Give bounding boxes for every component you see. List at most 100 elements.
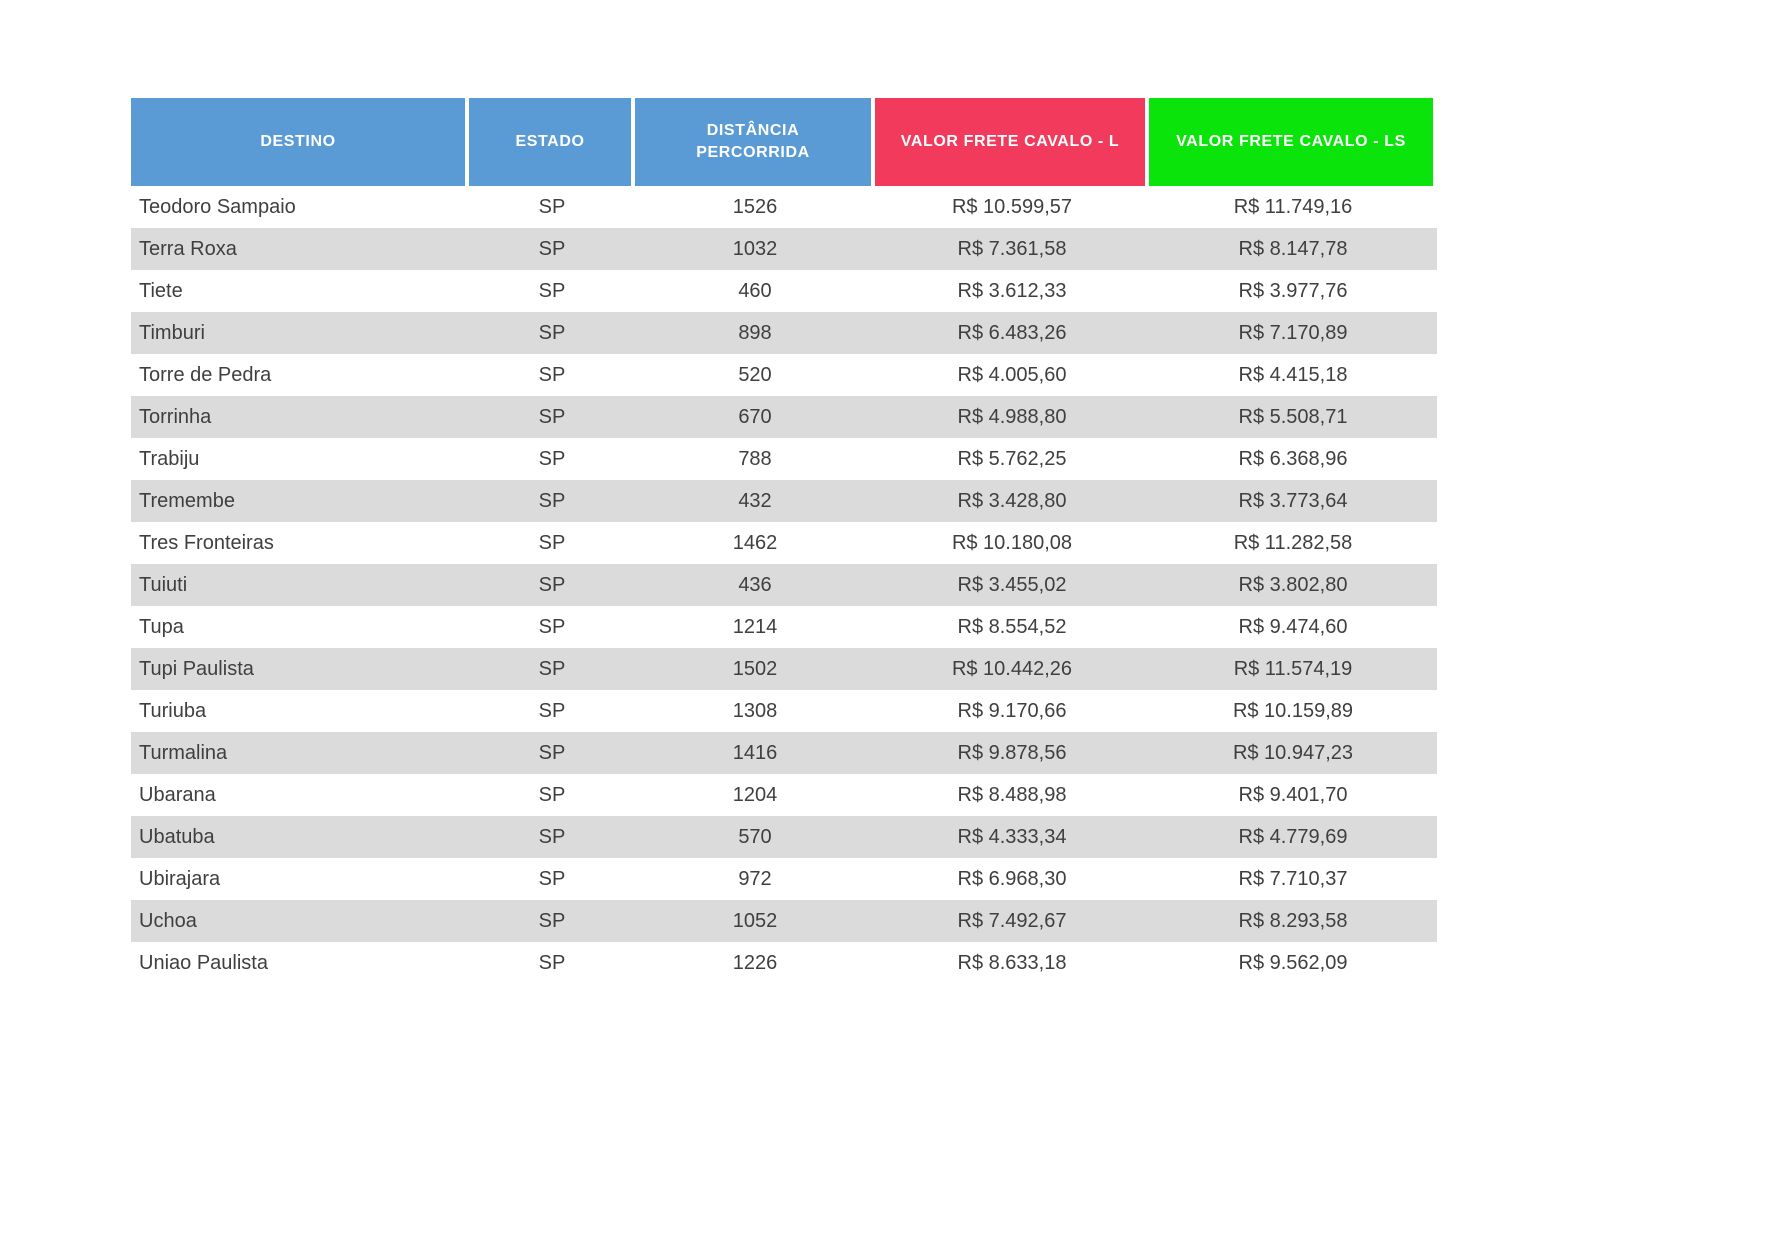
valor-frete-ls-cell: R$ 3.773,64 [1238,489,1348,512]
header-estado-label: ESTADO [515,133,585,151]
valor-frete-ls-cell: R$ 11.574,19 [1233,657,1353,680]
header-distancia-percorrida: DISTÂNCIA PERCORRIDA [635,98,871,186]
distancia-cell: 1502 [732,657,778,680]
valor-frete-ls-cell: R$ 5.508,71 [1238,405,1348,428]
distancia-cell: 1308 [732,699,778,722]
table-row: Tupa SP 1214 R$ 8.554,52 R$ 9.474,60 [131,606,1437,648]
table-row: Ubatuba SP 570 R$ 4.333,34 R$ 4.779,69 [131,816,1437,858]
table-row: Timburi SP 898 R$ 6.483,26 R$ 7.170,89 [131,312,1437,354]
valor-frete-ls-cell: R$ 3.802,80 [1238,573,1348,596]
valor-frete-l-cell: R$ 8.633,18 [957,951,1067,974]
header-destino-label: DESTINO [260,133,336,151]
valor-frete-l-cell: R$ 7.492,67 [957,909,1067,932]
distancia-cell: 1214 [732,615,778,638]
valor-frete-l-cell: R$ 10.599,57 [951,195,1073,218]
distancia-cell: 1052 [732,909,778,932]
destino-cell: Turmalina [139,741,228,764]
estado-cell: SP [538,363,566,386]
valor-frete-l-cell: R$ 9.878,56 [957,741,1067,764]
table-row: Teodoro Sampaio SP 1526 R$ 10.599,57 R$ … [131,186,1437,228]
estado-cell: SP [538,447,566,470]
destino-cell: Tupa [139,615,184,638]
table-row: Ubirajara SP 972 R$ 6.968,30 R$ 7.710,37 [131,858,1437,900]
distancia-cell: 1032 [732,237,778,260]
valor-frete-ls-cell: R$ 4.415,18 [1238,363,1348,386]
distancia-cell: 1204 [732,783,778,806]
destino-cell: Torre de Pedra [139,363,272,386]
destino-cell: Turiuba [139,699,207,722]
estado-cell: SP [538,909,566,932]
freight-table: DESTINO ESTADO DISTÂNCIA PERCORRIDA VALO… [131,98,1437,984]
distancia-cell: 1526 [732,195,778,218]
estado-cell: SP [538,951,566,974]
distancia-cell: 898 [738,321,772,344]
valor-frete-ls-cell: R$ 3.977,76 [1238,279,1348,302]
table-row: Uchoa SP 1052 R$ 7.492,67 R$ 8.293,58 [131,900,1437,942]
valor-frete-l-cell: R$ 4.005,60 [957,363,1067,386]
estado-cell: SP [538,573,566,596]
distancia-cell: 1416 [732,741,778,764]
estado-cell: SP [538,867,566,890]
destino-cell: Tres Fronteiras [139,531,274,554]
valor-frete-ls-cell: R$ 10.947,23 [1232,741,1354,764]
valor-frete-ls-cell: R$ 7.170,89 [1238,321,1348,344]
valor-frete-l-cell: R$ 4.333,34 [957,825,1067,848]
estado-cell: SP [538,615,566,638]
estado-cell: SP [538,783,566,806]
valor-frete-l-cell: R$ 5.762,25 [957,447,1067,470]
estado-cell: SP [538,279,566,302]
distancia-cell: 570 [738,825,772,848]
destino-cell: Timburi [139,321,205,344]
header-valor-frete-cavalo-l: VALOR FRETE CAVALO - L [875,98,1145,186]
table-row: Tres Fronteiras SP 1462 R$ 10.180,08 R$ … [131,522,1437,564]
estado-cell: SP [538,657,566,680]
table-row: Tremembe SP 432 R$ 3.428,80 R$ 3.773,64 [131,480,1437,522]
valor-frete-ls-cell: R$ 9.562,09 [1238,951,1348,974]
distancia-cell: 972 [738,867,772,890]
distancia-cell: 520 [738,363,772,386]
header-valor-l-label: VALOR FRETE CAVALO - L [900,133,1120,151]
table-row: Turmalina SP 1416 R$ 9.878,56 R$ 10.947,… [131,732,1437,774]
destino-cell: Tuiuti [139,573,188,596]
table-body: Teodoro Sampaio SP 1526 R$ 10.599,57 R$ … [131,186,1437,984]
destino-cell: Tupi Paulista [139,657,254,680]
distancia-cell: 670 [738,405,772,428]
destino-cell: Teodoro Sampaio [139,195,296,218]
destino-cell: Trabiju [139,447,200,470]
valor-frete-ls-cell: R$ 11.749,16 [1233,195,1353,218]
destino-cell: Ubirajara [139,867,221,890]
valor-frete-l-cell: R$ 6.968,30 [957,867,1067,890]
valor-frete-ls-cell: R$ 9.401,70 [1238,783,1348,806]
distancia-cell: 436 [738,573,772,596]
estado-cell: SP [538,405,566,428]
table-row: Tuiuti SP 436 R$ 3.455,02 R$ 3.802,80 [131,564,1437,606]
estado-cell: SP [538,699,566,722]
valor-frete-ls-cell: R$ 8.147,78 [1238,237,1348,260]
valor-frete-l-cell: R$ 8.554,52 [957,615,1067,638]
estado-cell: SP [538,825,566,848]
valor-frete-l-cell: R$ 3.455,02 [957,573,1067,596]
destino-cell: Tiete [139,279,183,302]
destino-cell: Ubatuba [139,825,215,848]
distancia-cell: 1462 [732,531,778,554]
destino-cell: Tremembe [139,489,235,512]
valor-frete-l-cell: R$ 4.988,80 [957,405,1067,428]
valor-frete-ls-cell: R$ 6.368,96 [1238,447,1348,470]
valor-frete-l-cell: R$ 6.483,26 [957,321,1067,344]
destino-cell: Torrinha [139,405,212,428]
valor-frete-l-cell: R$ 3.428,80 [957,489,1067,512]
table-row: Tupi Paulista SP 1502 R$ 10.442,26 R$ 11… [131,648,1437,690]
estado-cell: SP [538,237,566,260]
estado-cell: SP [538,741,566,764]
table-row: Torrinha SP 670 R$ 4.988,80 R$ 5.508,71 [131,396,1437,438]
valor-frete-l-cell: R$ 10.180,08 [951,531,1073,554]
table-row: Tiete SP 460 R$ 3.612,33 R$ 3.977,76 [131,270,1437,312]
estado-cell: SP [538,195,566,218]
valor-frete-ls-cell: R$ 7.710,37 [1238,867,1348,890]
table-row: Ubarana SP 1204 R$ 8.488,98 R$ 9.401,70 [131,774,1437,816]
valor-frete-ls-cell: R$ 11.282,58 [1233,531,1353,554]
estado-cell: SP [538,489,566,512]
header-destino: DESTINO [131,98,465,186]
valor-frete-l-cell: R$ 7.361,58 [957,237,1067,260]
